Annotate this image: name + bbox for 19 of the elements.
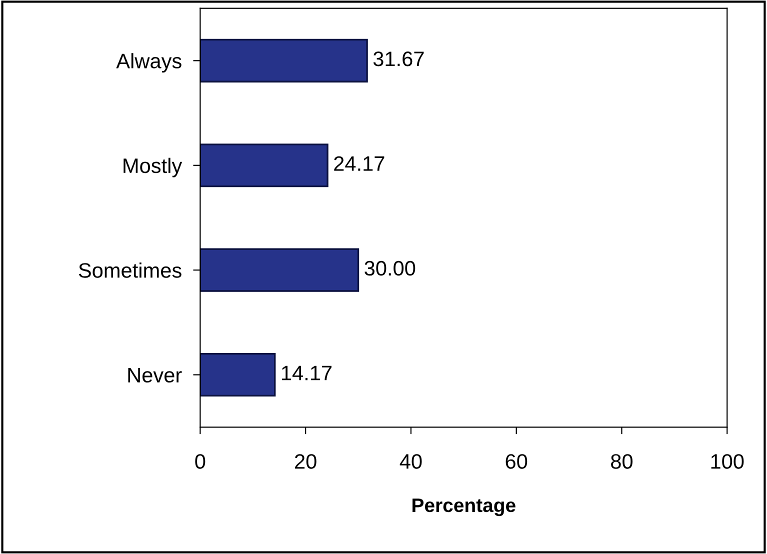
x-tick-label: 20: [295, 454, 316, 469]
data-label: 14.17: [282, 366, 332, 380]
x-tick-label: 60: [506, 454, 528, 469]
bar: [200, 248, 360, 292]
x-axis-title: Percentage: [412, 498, 516, 516]
y-tick-label: Always: [116, 53, 182, 73]
data-label: 31.67: [373, 52, 424, 66]
data-label: 30.00: [364, 260, 416, 276]
bar: [200, 353, 276, 397]
y-tick-label: Sometimes: [78, 262, 182, 278]
x-tick-label: 0: [195, 454, 206, 469]
data-label: 24.17: [334, 156, 384, 171]
bar: [200, 144, 328, 188]
bar: [200, 38, 368, 82]
x-tick-label: 100: [711, 454, 744, 469]
x-tick-label: 80: [611, 454, 633, 469]
y-tick-label: Never: [128, 368, 182, 383]
y-tick-label: Mostly: [124, 158, 182, 178]
x-tick-label: 40: [400, 454, 422, 469]
